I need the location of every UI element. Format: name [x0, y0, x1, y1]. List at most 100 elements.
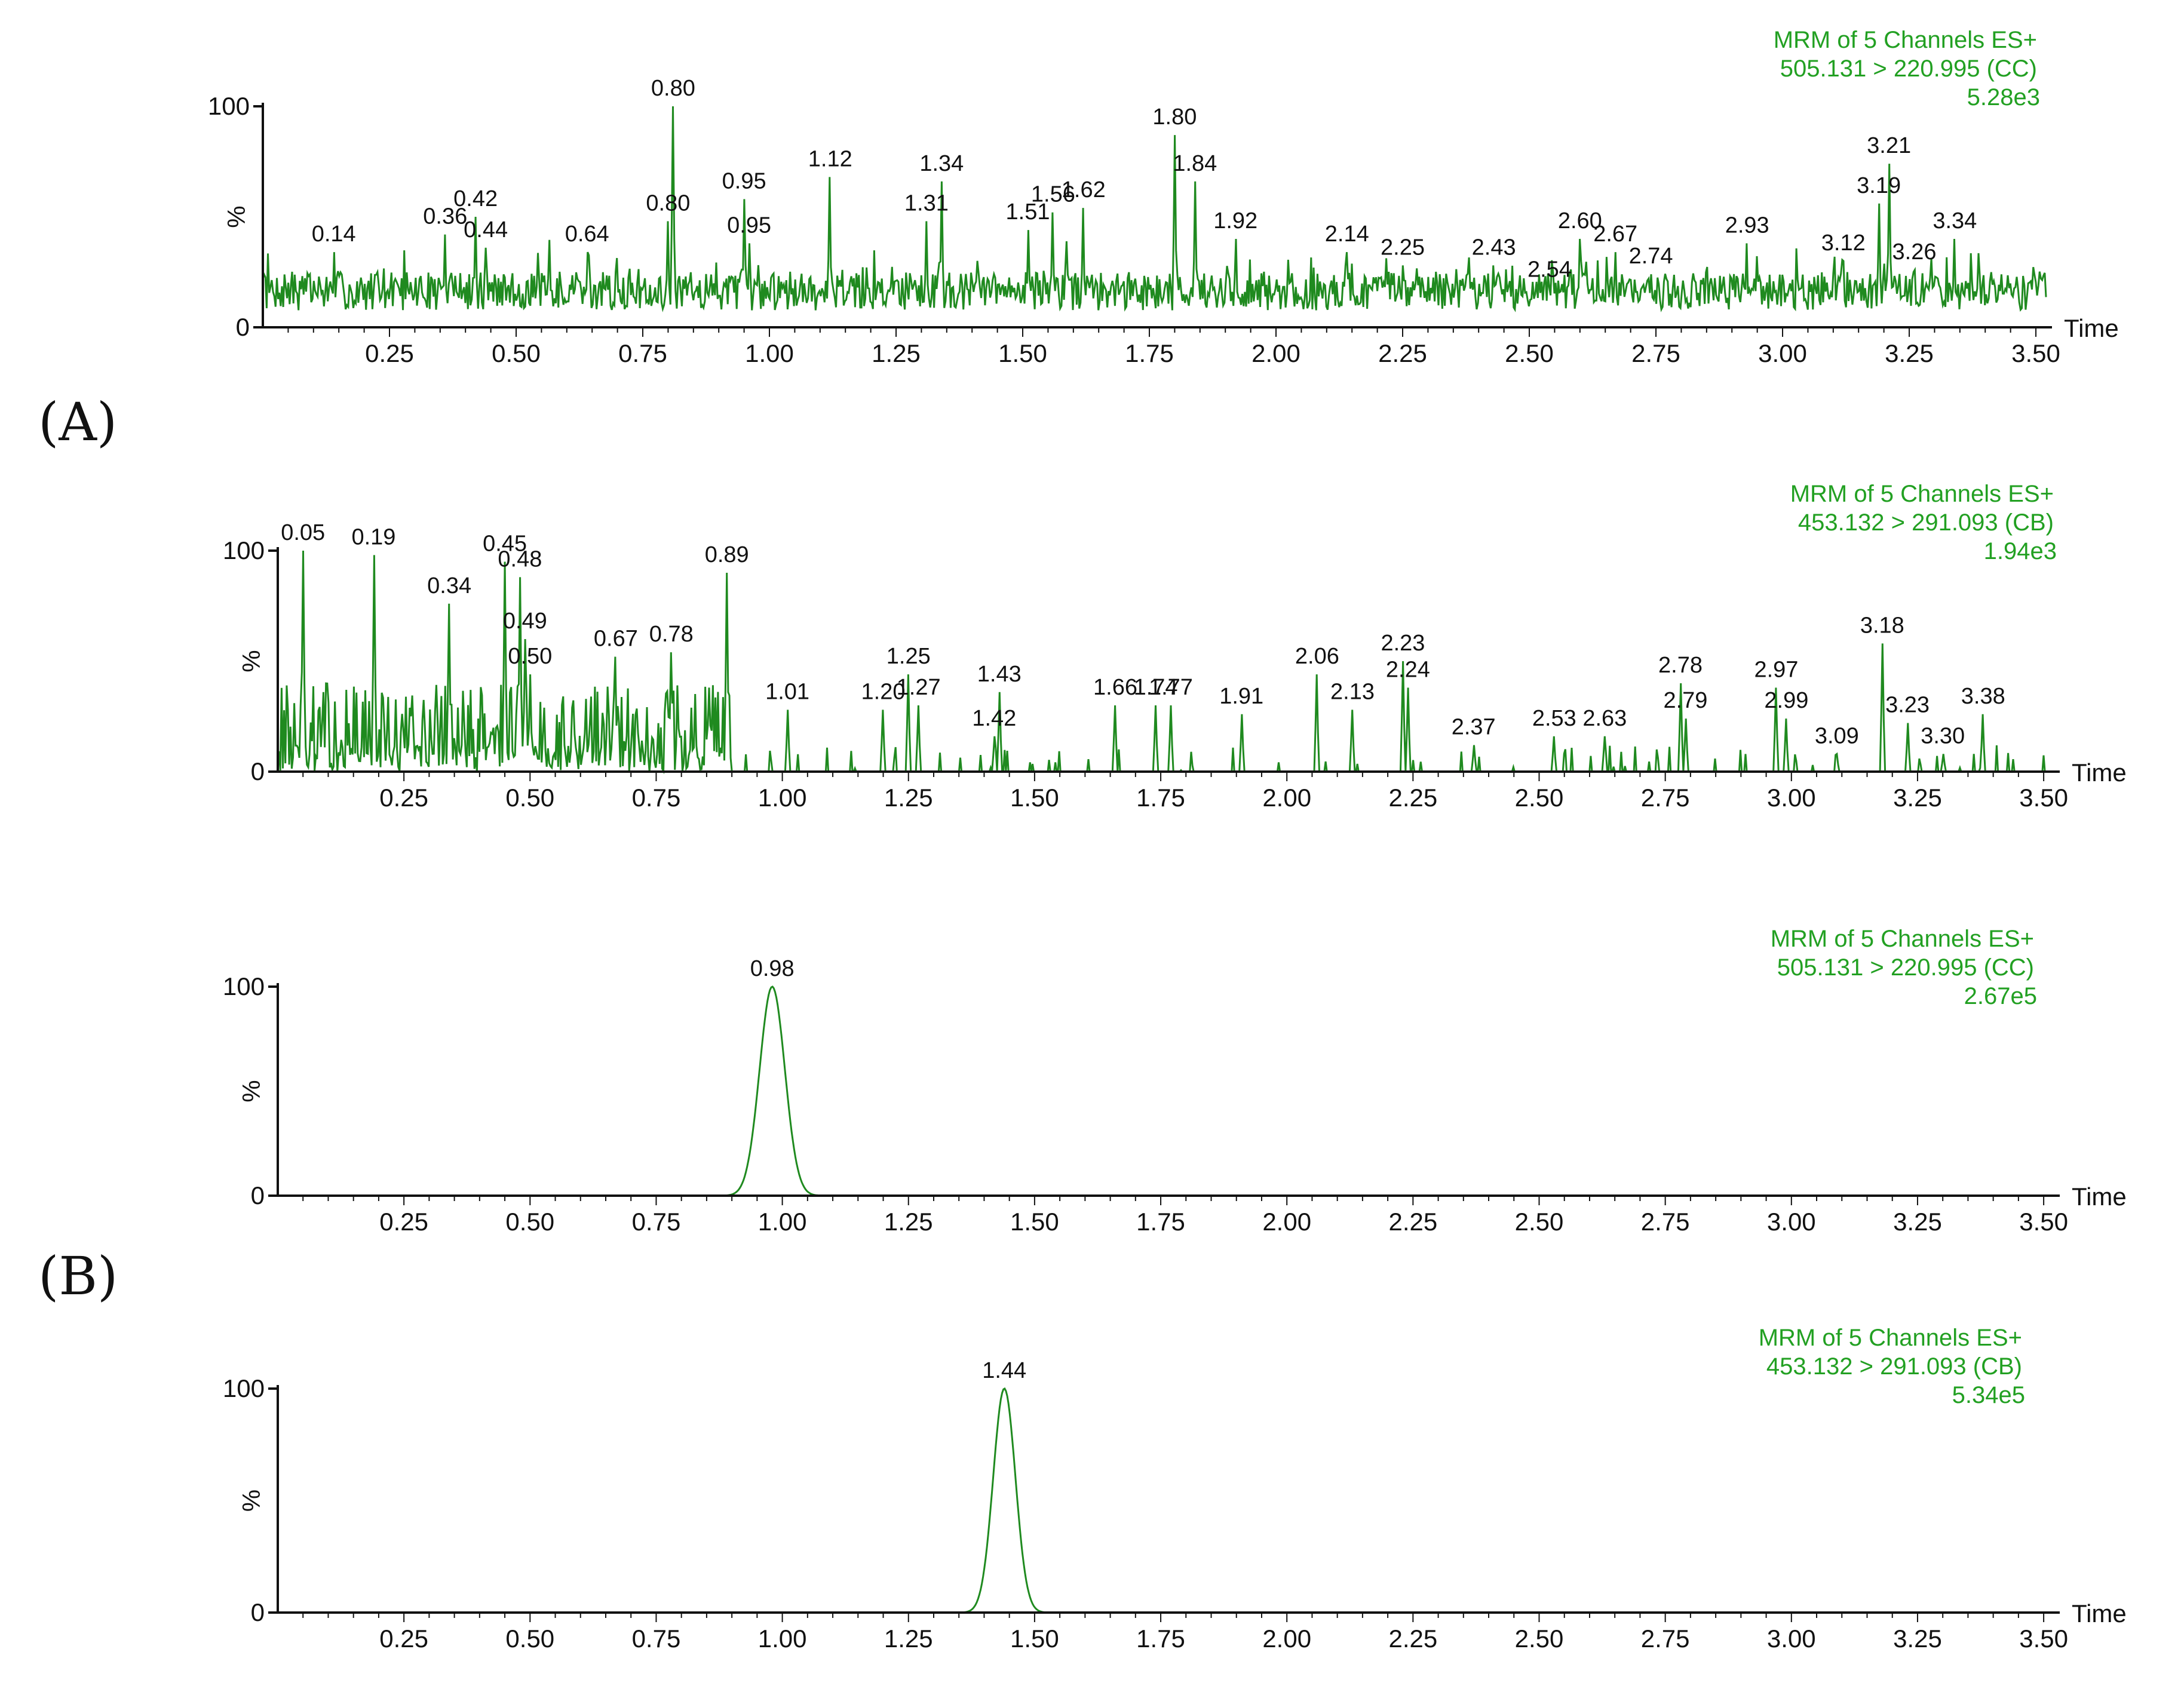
peak-label: 0.34 [427, 573, 471, 598]
peak-label: 1.43 [977, 662, 1022, 687]
x-tick-label: 2.00 [1262, 1208, 1311, 1236]
peak-label: 0.49 [503, 609, 547, 634]
x-tick-label: 3.00 [1767, 784, 1816, 812]
peak-label: 2.60 [1558, 208, 1602, 234]
channel-title: MRM of 5 Channels ES+ [1790, 481, 2054, 507]
x-tick-label: 2.75 [1641, 1625, 1690, 1653]
peak-label: 3.21 [1867, 133, 1911, 158]
peak-label: 2.14 [1325, 222, 1369, 247]
chromatogram-panel-2: 0 100% 0.25 0.50 0.75 1.00 1.25 1.50 1.75 2.00 2.2… [223, 481, 2127, 812]
chromatogram-panel-1: 0 100% 0.25 0.50 0.75 1.00 1.25 1.50 1.75 2.00 2.2… [208, 27, 2119, 367]
x-tick-label: 1.75 [1136, 1625, 1185, 1653]
x-axis-label: Time [2064, 314, 2119, 342]
x-tick-label: 1.00 [758, 1625, 807, 1653]
y-tick-label: 0 [251, 757, 265, 785]
x-tick-label: 3.00 [1767, 1625, 1816, 1653]
x-tick-label: 0.25 [379, 1208, 428, 1236]
channel-title: MRM of 5 Channels ES+ [1774, 27, 2037, 53]
peak-label: 1.92 [1213, 208, 1257, 234]
peak-label: 1.31 [904, 191, 949, 216]
y-axis-label: % [237, 650, 265, 672]
x-tick-label: 3.25 [1893, 784, 1942, 812]
peak-label: 0.05 [281, 520, 325, 545]
peak-label: 1.42 [972, 706, 1016, 731]
peak-label: 3.12 [1821, 231, 1866, 256]
intensity-label: 5.34e5 [1952, 1382, 2025, 1408]
x-tick-label: 1.50 [998, 339, 1047, 367]
x-tick-label: 3.50 [2019, 1625, 2068, 1653]
transition-label: 505.131 > 220.995 (CC) [1780, 56, 2037, 82]
chromatogram-panel-3: 0 100% 0.25 0.50 0.75 1.00 1.25 1.50 1.75 2.00 2.2… [223, 926, 2127, 1236]
x-tick-label: 2.25 [1388, 1208, 1437, 1236]
x-axis-label: Time [2072, 759, 2127, 787]
peak-label: 3.19 [1857, 173, 1901, 198]
x-tick-label: 2.25 [1388, 784, 1437, 812]
peak-label: 0.19 [351, 524, 395, 549]
peak-label: 1.34 [919, 151, 964, 176]
x-tick-label: 1.75 [1136, 1208, 1185, 1236]
peak-label: 2.53 [1532, 706, 1576, 731]
intensity-label: 5.28e3 [1967, 84, 2040, 110]
peak-label: 3.23 [1885, 693, 1930, 718]
y-tick-label: 100 [223, 536, 265, 564]
peak-label: 3.18 [1860, 613, 1904, 638]
y-axis-label: % [237, 1490, 265, 1512]
x-tick-label: 3.00 [1767, 1208, 1816, 1236]
x-tick-label: 1.25 [884, 1208, 933, 1236]
peak-label: 3.09 [1815, 723, 1859, 748]
chromatogram-panel-4: 0 100% 0.25 0.50 0.75 1.00 1.25 1.50 1.75 2.00 2.2… [223, 1325, 2127, 1653]
peak-label: 1.66 [1093, 675, 1137, 700]
x-tick-label: 0.25 [365, 339, 414, 367]
x-tick-label: 0.25 [379, 784, 428, 812]
peak-label: 1.56 [1031, 182, 1075, 207]
trace-line [262, 106, 2047, 312]
x-tick-label: 3.25 [1893, 1625, 1942, 1653]
x-tick-label: 3.50 [2019, 1208, 2068, 1236]
peak-label: 3.34 [1933, 208, 1977, 234]
x-tick-label: 0.50 [505, 1208, 554, 1236]
peak-label: 2.06 [1295, 644, 1339, 669]
x-tick-label: 3.25 [1885, 339, 1934, 367]
peak-label: 1.01 [765, 679, 809, 704]
peak-label: 2.54 [1527, 257, 1572, 282]
peak-label: 2.74 [1629, 244, 1673, 269]
peak-label: 1.62 [1062, 177, 1106, 202]
peak-label: 0.80 [651, 76, 695, 101]
channel-title: MRM of 5 Channels ES+ [1771, 926, 2034, 952]
panel-label-b: (B) [38, 1245, 118, 1307]
peak-label: 1.80 [1152, 105, 1197, 130]
x-tick-label: 3.00 [1758, 339, 1807, 367]
x-tick-label: 1.00 [745, 339, 794, 367]
peak-label: 0.64 [565, 222, 609, 247]
x-tick-label: 0.50 [505, 1625, 554, 1653]
x-tick-label: 1.00 [758, 1208, 807, 1236]
peak-label: 2.43 [1472, 235, 1516, 260]
x-tick-label: 2.50 [1515, 784, 1564, 812]
peak-label: 0.42 [453, 186, 498, 211]
y-axis-label: % [222, 205, 250, 228]
peak-label: 0.89 [705, 542, 749, 567]
x-tick-label: 0.75 [618, 339, 667, 367]
peak-label: 0.98 [750, 956, 795, 981]
peak-label: 1.74 [1134, 675, 1178, 700]
peak-label: 2.93 [1725, 213, 1769, 238]
peak-label: 3.26 [1892, 239, 1937, 265]
peak-label: 2.37 [1452, 715, 1496, 740]
peak-label: 0.44 [464, 217, 508, 242]
peak-label: 1.84 [1173, 151, 1217, 176]
peak-label: 2.13 [1330, 679, 1375, 704]
trace-line [278, 1387, 2054, 1614]
x-tick-label: 3.25 [1893, 1208, 1942, 1236]
peak-label: 1.25 [887, 644, 931, 669]
y-tick-label: 100 [223, 1374, 265, 1402]
x-axis-label: Time [2072, 1599, 2127, 1627]
peak-label: 1.27 [897, 675, 941, 700]
transition-label: 453.132 > 291.093 (CB) [1766, 1353, 2022, 1380]
x-tick-label: 0.75 [632, 1625, 681, 1653]
x-tick-label: 2.50 [1505, 339, 1554, 367]
trace-line [278, 985, 2054, 1197]
peak-label: 2.97 [1754, 657, 1798, 682]
x-tick-label: 0.50 [492, 339, 541, 367]
transition-label: 453.132 > 291.093 (CB) [1798, 509, 2054, 536]
